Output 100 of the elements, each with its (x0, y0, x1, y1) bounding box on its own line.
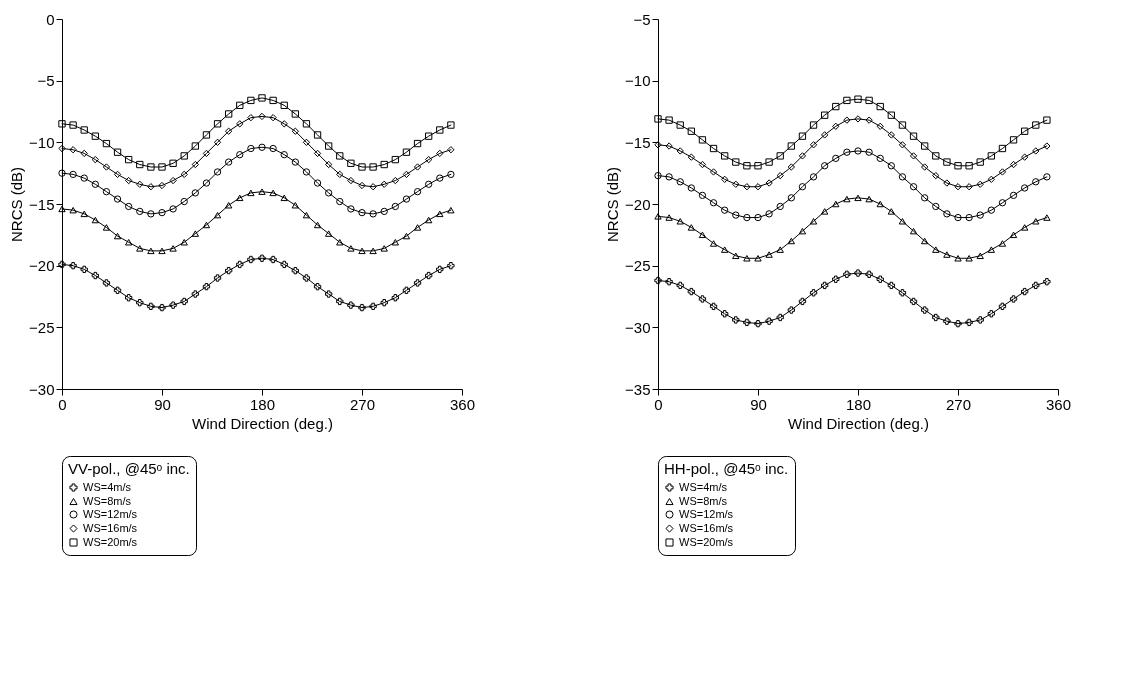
point (69, 206, 77, 214)
point (158, 208, 166, 217)
point (147, 163, 155, 171)
point (213, 168, 222, 176)
point (854, 95, 862, 103)
point (765, 251, 773, 258)
point (809, 173, 818, 181)
point (302, 211, 311, 219)
point (147, 247, 155, 255)
point (425, 132, 433, 140)
point (125, 294, 133, 302)
point (136, 207, 144, 216)
y-tick-label: −5 (633, 10, 651, 28)
point (358, 163, 366, 171)
point (676, 121, 684, 129)
point (765, 158, 773, 166)
point (776, 152, 784, 160)
point (954, 255, 962, 262)
point (113, 232, 122, 240)
point (302, 120, 311, 128)
point (58, 169, 66, 177)
legend-label: WS=12m/s (679, 507, 734, 520)
point (325, 230, 333, 237)
point (798, 297, 807, 306)
point (676, 218, 684, 225)
point (676, 178, 684, 186)
point (369, 163, 377, 171)
point (280, 101, 288, 109)
point (258, 188, 266, 195)
point (58, 205, 66, 213)
point (158, 303, 166, 312)
point (854, 147, 862, 155)
point (821, 281, 829, 290)
x-axis-title: Wind Direction (deg.) (788, 414, 929, 432)
point (832, 275, 840, 283)
point (425, 180, 433, 188)
point (798, 152, 807, 160)
point (943, 317, 951, 325)
point (865, 148, 873, 156)
point (313, 131, 322, 139)
point (169, 245, 177, 252)
point (921, 306, 929, 314)
point (336, 152, 344, 160)
point (721, 206, 729, 214)
point (687, 127, 695, 135)
point (191, 189, 199, 197)
point (921, 142, 929, 150)
point (732, 158, 740, 166)
point (1021, 224, 1029, 231)
point (654, 276, 662, 285)
point (213, 274, 222, 282)
point (391, 294, 399, 302)
point (732, 211, 740, 219)
point (932, 152, 940, 160)
point (698, 295, 707, 303)
point (687, 224, 695, 231)
legend-label: WS=16m/s (679, 521, 734, 534)
point (136, 160, 144, 169)
point (80, 265, 88, 274)
point (247, 255, 255, 264)
point (325, 189, 333, 197)
point (313, 221, 322, 229)
point (380, 299, 388, 307)
point (125, 155, 133, 164)
y-tick-label: −25 (625, 257, 651, 275)
x-tick-label: 360 (449, 395, 476, 413)
x-tick-label: 0 (654, 395, 663, 413)
point (898, 173, 907, 181)
point (358, 247, 366, 255)
point (102, 139, 111, 148)
point (954, 213, 962, 222)
x-tick-label: 270 (349, 395, 376, 413)
point (776, 313, 784, 322)
point (91, 132, 99, 140)
point (80, 210, 88, 218)
y-tick-label: −10 (625, 72, 651, 90)
point (258, 254, 266, 262)
point (302, 274, 311, 282)
point (876, 275, 884, 283)
point (1021, 287, 1029, 296)
point (236, 101, 244, 109)
point (191, 290, 199, 298)
point (898, 121, 907, 129)
point (436, 174, 444, 182)
point (102, 279, 111, 287)
point (909, 183, 918, 191)
point (347, 159, 355, 167)
point (269, 255, 277, 264)
point (225, 110, 233, 118)
point (843, 195, 851, 203)
point (732, 252, 740, 260)
y-tick-label: −25 (29, 318, 55, 336)
point (887, 162, 895, 170)
point (402, 232, 411, 240)
point (291, 201, 299, 209)
legend-label: WS=20m/s (83, 535, 138, 548)
point (887, 208, 895, 215)
point (247, 144, 255, 153)
y-tick-label: −5 (37, 72, 55, 90)
point (447, 206, 455, 214)
